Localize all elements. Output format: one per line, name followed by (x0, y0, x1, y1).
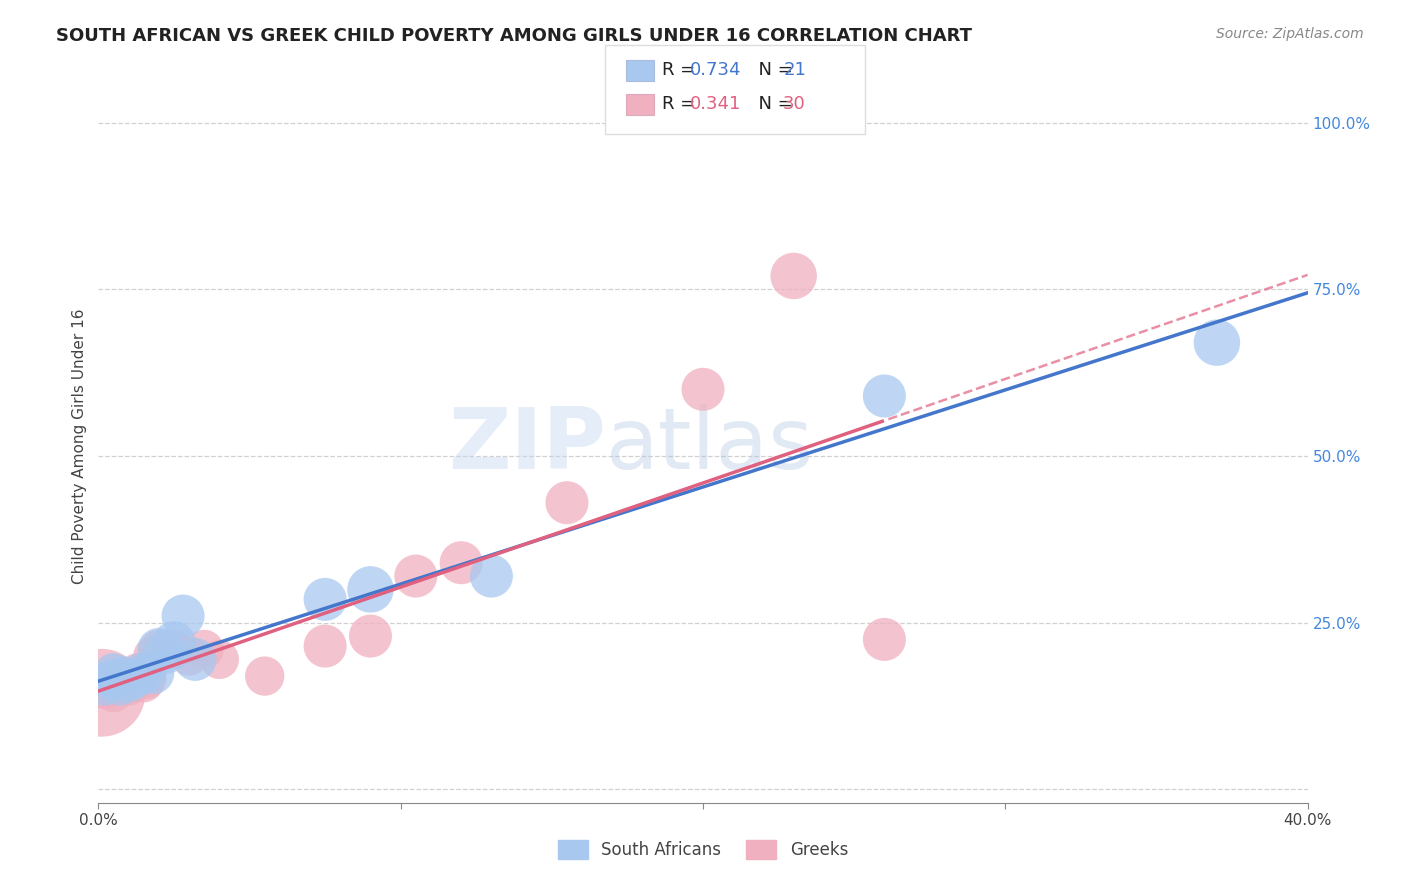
Point (105, 673, 128, 687)
Point (314, 639, 336, 653)
Y-axis label: Child Poverty Among Girls Under 16: Child Poverty Among Girls Under 16 (72, 309, 87, 583)
Point (314, 592, 336, 607)
Point (163, 636, 186, 650)
Point (450, 556, 472, 570)
Point (555, 496, 578, 510)
Point (114, 675, 136, 690)
Point (121, 673, 143, 687)
Point (93, 682, 115, 697)
Point (481, 569, 503, 583)
Point (108, 675, 131, 690)
Point (100, 679, 122, 693)
Text: Source: ZipAtlas.com: Source: ZipAtlas.com (1216, 27, 1364, 41)
Point (90, 686, 112, 700)
Point (142, 665, 165, 680)
Text: R =: R = (662, 62, 702, 79)
Point (172, 609, 194, 624)
Text: 21: 21 (783, 62, 806, 79)
Point (124, 673, 146, 687)
Text: SOUTH AFRICAN VS GREEK CHILD POVERTY AMONG GIRLS UNDER 16 CORRELATION CHART: SOUTH AFRICAN VS GREEK CHILD POVERTY AMO… (56, 27, 972, 45)
Point (142, 649, 165, 664)
Point (208, 652, 231, 666)
Point (148, 642, 170, 657)
Point (111, 669, 134, 683)
Text: N =: N = (747, 95, 799, 113)
Point (103, 686, 125, 700)
Point (111, 673, 134, 687)
Point (148, 642, 170, 657)
Point (153, 646, 176, 660)
Point (692, 382, 714, 396)
Point (93, 679, 115, 693)
Point (103, 665, 125, 680)
Point (405, 569, 427, 583)
Point (96, 682, 118, 697)
Point (360, 582, 382, 597)
Text: R =: R = (662, 95, 702, 113)
Point (132, 675, 155, 690)
Point (118, 675, 141, 690)
Legend: South Africans, Greeks: South Africans, Greeks (551, 833, 855, 866)
Point (108, 679, 131, 693)
Text: 0.734: 0.734 (690, 62, 742, 79)
Point (135, 665, 157, 680)
Point (193, 642, 215, 657)
Point (135, 673, 157, 687)
Text: N =: N = (747, 62, 799, 79)
Text: 30: 30 (783, 95, 806, 113)
Point (179, 649, 201, 664)
Point (127, 665, 149, 680)
Text: ZIP: ZIP (449, 404, 606, 488)
Point (253, 669, 276, 683)
Point (100, 673, 122, 687)
Point (184, 652, 207, 666)
Point (105, 679, 128, 693)
Point (124, 675, 146, 690)
Point (360, 629, 382, 643)
Point (163, 642, 186, 657)
Text: 0.341: 0.341 (690, 95, 742, 113)
Point (118, 679, 141, 693)
Point (1206, 335, 1229, 350)
Point (129, 665, 152, 680)
Point (873, 632, 896, 647)
Point (783, 268, 806, 283)
Text: atlas: atlas (606, 404, 814, 488)
Point (873, 389, 896, 403)
